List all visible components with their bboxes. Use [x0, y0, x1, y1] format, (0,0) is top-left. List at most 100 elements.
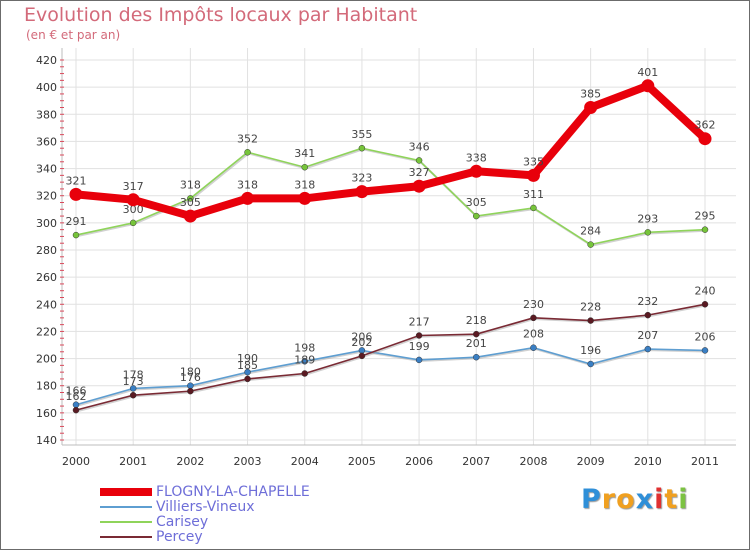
data-point-flogny-la-chapelle [69, 187, 83, 201]
y-tick-label: 180 [36, 380, 57, 393]
data-label-carisey: 284 [580, 225, 601, 238]
legend-label: Percey [156, 529, 203, 545]
data-label-carisey: 305 [466, 196, 487, 209]
data-label-villiers-vineux: 201 [466, 337, 487, 350]
data-point-flogny-la-chapelle [469, 164, 483, 178]
data-point-percey [701, 301, 709, 308]
data-label-villiers-vineux: 206 [351, 330, 372, 343]
y-tick-label: 220 [36, 325, 57, 338]
legend-label: FLOGNY-LA-CHAPELLE [156, 484, 310, 500]
legend-label: Villiers-Vineux [156, 499, 255, 515]
data-point-villiers-vineux [301, 358, 308, 365]
y-tick-label: 200 [36, 353, 57, 366]
data-point-villiers-vineux [701, 347, 709, 354]
data-label-carisey: 341 [294, 147, 315, 160]
data-point-percey [129, 391, 137, 399]
data-point-percey [530, 314, 537, 322]
x-tick-label: 2003 [234, 455, 262, 468]
y-tick-label: 320 [36, 190, 57, 203]
data-label-villiers-vineux: 178 [123, 368, 144, 381]
proxiti-logo: Proxiti [581, 484, 689, 515]
data-point-percey [72, 406, 80, 414]
logo-letter: i [654, 484, 665, 515]
x-tick-label: 2006 [405, 455, 433, 468]
x-tick-label: 2002 [176, 455, 204, 468]
data-point-percey [187, 387, 194, 395]
x-tick-label: 2011 [691, 455, 719, 468]
data-label-flogny-la-chapelle: 401 [637, 66, 658, 79]
logo-letter: r [601, 484, 617, 515]
series-line-percey [75, 303, 706, 411]
data-point-villiers-vineux [644, 345, 652, 353]
data-label-flogny-la-chapelle: 321 [66, 174, 87, 187]
data-point-percey [244, 375, 251, 383]
data-label-percey: 230 [523, 298, 544, 311]
chart-subtitle: (en € et par an) [26, 28, 121, 42]
logo-letter: x [635, 484, 655, 515]
legend-swatch [100, 521, 152, 523]
data-label-flogny-la-chapelle: 305 [180, 196, 201, 209]
x-tick-label: 2000 [62, 455, 90, 468]
legend-swatch [100, 506, 152, 508]
data-point-carisey [473, 212, 480, 220]
logo-letter: i [678, 484, 689, 515]
data-label-carisey: 300 [123, 203, 144, 216]
y-tick-label: 400 [36, 81, 57, 94]
data-label-percey: 217 [409, 316, 430, 329]
data-point-carisey [72, 231, 80, 239]
data-label-percey: 173 [123, 375, 144, 388]
legend-swatch [100, 488, 152, 496]
series-shadow-villiers-vineux [76, 347, 707, 407]
series-line-flogny-la-chapelle [72, 81, 709, 221]
data-label-percey: 176 [180, 371, 201, 384]
data-label-flogny-la-chapelle: 327 [409, 166, 430, 179]
y-tick-label: 260 [36, 271, 57, 284]
legend-swatch [100, 536, 152, 538]
data-label-carisey: 352 [237, 132, 258, 145]
data-label-carisey: 293 [637, 212, 658, 225]
data-label-percey: 240 [695, 284, 716, 297]
data-label-percey: 202 [351, 336, 372, 349]
data-label-villiers-vineux: 206 [695, 330, 716, 343]
x-tick-label: 2009 [577, 455, 605, 468]
data-point-percey [301, 370, 308, 377]
x-tick-label: 2008 [519, 455, 547, 468]
data-point-carisey [415, 157, 423, 164]
data-point-carisey [301, 163, 308, 171]
data-label-villiers-vineux: 198 [294, 341, 315, 354]
data-point-percey [358, 352, 366, 360]
data-label-villiers-vineux: 199 [409, 340, 430, 353]
data-point-percey [587, 317, 594, 324]
data-label-flogny-la-chapelle: 335 [523, 155, 544, 168]
data-point-flogny-la-chapelle [355, 185, 369, 199]
data-label-carisey: 318 [180, 178, 201, 191]
y-tick-label: 140 [36, 434, 57, 447]
y-tick-label: 280 [36, 244, 57, 257]
x-tick-label: 2001 [119, 455, 147, 468]
series-shadow-carisey [76, 148, 707, 247]
data-point-flogny-la-chapelle [183, 209, 197, 223]
data-point-carisey [129, 219, 137, 227]
data-point-carisey [358, 144, 366, 152]
data-label-flogny-la-chapelle: 385 [580, 88, 601, 101]
data-point-flogny-la-chapelle [526, 168, 540, 182]
x-tick-label: 2005 [348, 455, 376, 468]
data-point-villiers-vineux [415, 356, 423, 364]
data-point-carisey [587, 241, 594, 248]
y-tick-label: 420 [36, 54, 57, 67]
data-label-carisey: 295 [695, 210, 716, 223]
data-point-carisey [701, 226, 709, 233]
data-label-villiers-vineux: 190 [237, 352, 258, 365]
data-label-carisey: 346 [409, 140, 430, 153]
data-label-carisey: 355 [351, 128, 372, 141]
data-label-carisey: 311 [523, 188, 544, 201]
data-label-villiers-vineux: 196 [580, 344, 601, 357]
data-label-flogny-la-chapelle: 317 [123, 180, 144, 193]
data-point-carisey [244, 149, 251, 156]
data-point-flogny-la-chapelle [698, 132, 712, 146]
data-label-percey: 189 [294, 354, 315, 367]
data-label-villiers-vineux: 208 [523, 328, 544, 341]
data-label-flogny-la-chapelle: 318 [237, 178, 258, 191]
data-point-flogny-la-chapelle [126, 193, 140, 207]
data-point-villiers-vineux [244, 368, 251, 376]
